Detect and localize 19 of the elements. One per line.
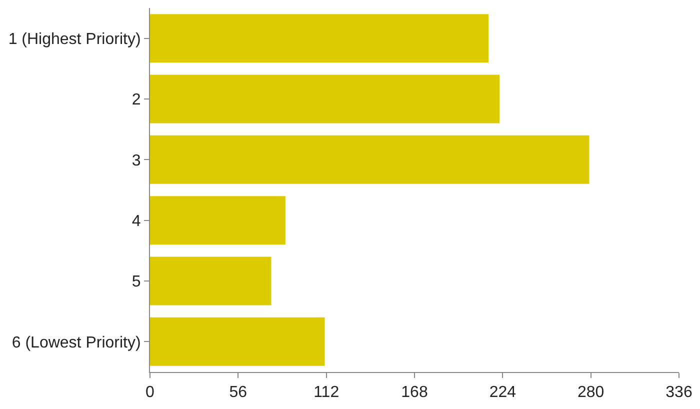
y-tick-label: 3 [132, 152, 141, 170]
x-tick-label: 280 [577, 384, 604, 402]
x-tick-label: 336 [666, 384, 692, 402]
x-tick-label: 168 [401, 384, 428, 402]
y-tick-label: 1 (Highest Priority) [8, 30, 141, 48]
y-tick-label: 2 [132, 92, 141, 109]
bar [150, 135, 590, 184]
bar [150, 74, 500, 124]
y-tick-label: 5 [132, 274, 141, 291]
y-tick-label: 4 [132, 212, 141, 230]
bar [150, 196, 286, 245]
bar [150, 14, 488, 63]
x-tick-label: 56 [229, 384, 248, 402]
bar [150, 256, 272, 306]
x-tick-label: 112 [314, 384, 340, 402]
x-tick-label: 0 [146, 384, 155, 402]
bar [150, 317, 325, 366]
y-tick-label: 6 (Lowest Priority) [12, 334, 141, 352]
x-tick-label: 224 [489, 384, 516, 402]
